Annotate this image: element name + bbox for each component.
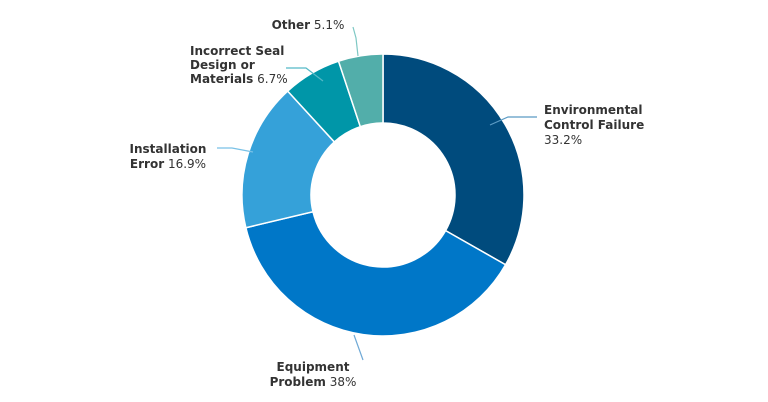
label-name-line: Design or: [190, 58, 255, 72]
label-value: 16.9%: [164, 157, 206, 171]
leader-lines-layer: [217, 26, 537, 361]
label-name-line: Problem: [270, 375, 326, 389]
label-value: 33.2%: [544, 133, 582, 147]
label-value: 6.7%: [253, 72, 287, 86]
label-name-line: Error: [130, 157, 164, 171]
label-name-line: Environmental: [544, 103, 643, 117]
leader-line-equipment-problem: [353, 334, 364, 361]
data-label-other: Other 5.1%: [272, 18, 345, 32]
slice-equipment-problem: [244, 210, 507, 337]
label-value: 38%: [326, 375, 357, 389]
leader-line-installation-error: [217, 147, 254, 153]
slice-environmental-control-failure: [382, 53, 525, 266]
label-name-line: Control Failure: [544, 118, 644, 132]
slice-installation-error: [241, 90, 336, 229]
leader-line-environmental-control-failure: [489, 116, 537, 126]
label-name-line: Incorrect Seal: [190, 44, 284, 58]
slices-layer: [241, 53, 525, 337]
label-name-line: Other: [272, 18, 311, 32]
leader-line-incorrect-seal-design-or-materials: [286, 67, 324, 82]
data-label-equipment-problem: Equipment Problem 38%: [270, 360, 357, 389]
label-name-line: Installation: [130, 142, 207, 156]
labels-layer: Environmental Control Failure 33.2% Equipme…: [130, 18, 645, 389]
data-label-incorrect-seal-design-or-materials: Incorrect Seal Design or Materials 6.7%: [190, 44, 288, 86]
label-name-line: Equipment: [277, 360, 350, 374]
data-label-installation-error: Installation Error 16.9%: [130, 142, 207, 171]
label-value: 5.1%: [310, 18, 344, 32]
data-label-environmental-control-failure: Environmental Control Failure 33.2%: [544, 103, 644, 147]
leader-line-other: [352, 26, 359, 57]
label-name-line: Materials: [190, 72, 253, 86]
slice-other: [337, 53, 384, 128]
